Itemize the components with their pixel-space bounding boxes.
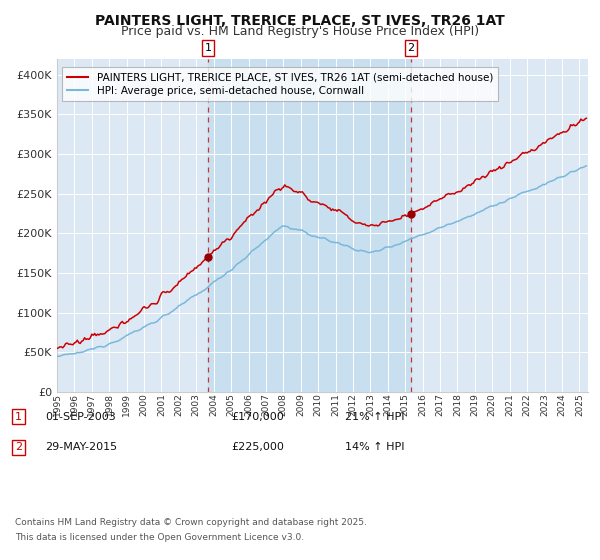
Text: This data is licensed under the Open Government Licence v3.0.: This data is licensed under the Open Gov… xyxy=(15,533,304,542)
Text: 29-MAY-2015: 29-MAY-2015 xyxy=(45,442,117,452)
Text: PAINTERS LIGHT, TRERICE PLACE, ST IVES, TR26 1AT: PAINTERS LIGHT, TRERICE PLACE, ST IVES, … xyxy=(95,14,505,28)
Text: £170,000: £170,000 xyxy=(231,412,284,422)
Text: 1: 1 xyxy=(15,412,22,422)
Text: Price paid vs. HM Land Registry's House Price Index (HPI): Price paid vs. HM Land Registry's House … xyxy=(121,25,479,38)
Text: 21% ↑ HPI: 21% ↑ HPI xyxy=(345,412,404,422)
Text: £225,000: £225,000 xyxy=(231,442,284,452)
Text: 14% ↑ HPI: 14% ↑ HPI xyxy=(345,442,404,452)
Text: 01-SEP-2003: 01-SEP-2003 xyxy=(45,412,116,422)
Text: 1: 1 xyxy=(205,43,211,53)
Text: 2: 2 xyxy=(407,43,415,53)
Text: Contains HM Land Registry data © Crown copyright and database right 2025.: Contains HM Land Registry data © Crown c… xyxy=(15,518,367,527)
Text: 2: 2 xyxy=(15,442,22,452)
Legend: PAINTERS LIGHT, TRERICE PLACE, ST IVES, TR26 1AT (semi-detached house), HPI: Ave: PAINTERS LIGHT, TRERICE PLACE, ST IVES, … xyxy=(62,67,498,101)
Bar xyxy=(208,59,411,392)
